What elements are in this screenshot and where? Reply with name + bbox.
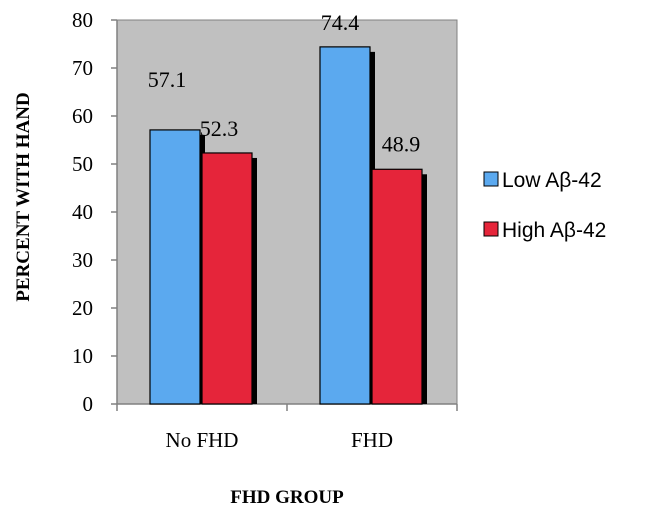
y-tick-label: 30 bbox=[72, 248, 93, 272]
legend-label-low: Low Aβ-42 bbox=[502, 169, 602, 192]
data-label: 48.9 bbox=[382, 131, 421, 156]
x-tick-label: FHD bbox=[351, 428, 393, 452]
bar bbox=[201, 152, 253, 405]
data-labels: 57.1 74.4 52.3 48.9 bbox=[148, 10, 421, 156]
y-tick-label: 60 bbox=[72, 104, 93, 128]
bars bbox=[149, 46, 427, 405]
x-axis-ticks: No FHD FHD bbox=[116, 404, 458, 452]
bar bbox=[319, 46, 371, 405]
legend: Low Aβ-42 High Aβ-42 bbox=[483, 169, 606, 242]
y-tick-label: 50 bbox=[72, 152, 93, 176]
bar bbox=[371, 168, 423, 405]
x-axis-title: FHD GROUP bbox=[230, 487, 344, 508]
legend-swatch-high bbox=[483, 221, 499, 237]
y-axis-ticks: 0 10 20 30 40 50 60 70 80 bbox=[72, 8, 117, 416]
y-axis-title: PERCENT WITH HAND bbox=[13, 92, 34, 301]
y-tick-label: 80 bbox=[72, 8, 93, 32]
y-tick-label: 10 bbox=[72, 344, 93, 368]
legend-swatch-low bbox=[483, 171, 499, 187]
data-label: 57.1 bbox=[148, 67, 187, 92]
legend-label-high: High Aβ-42 bbox=[502, 219, 606, 242]
x-tick-label: No FHD bbox=[166, 428, 239, 452]
data-label: 52.3 bbox=[200, 116, 239, 141]
y-tick-label: 20 bbox=[72, 296, 93, 320]
bar bbox=[149, 129, 201, 405]
y-tick-label: 0 bbox=[83, 392, 94, 416]
y-tick-label: 40 bbox=[72, 200, 93, 224]
y-tick-label: 70 bbox=[72, 56, 93, 80]
data-label: 74.4 bbox=[321, 10, 360, 35]
